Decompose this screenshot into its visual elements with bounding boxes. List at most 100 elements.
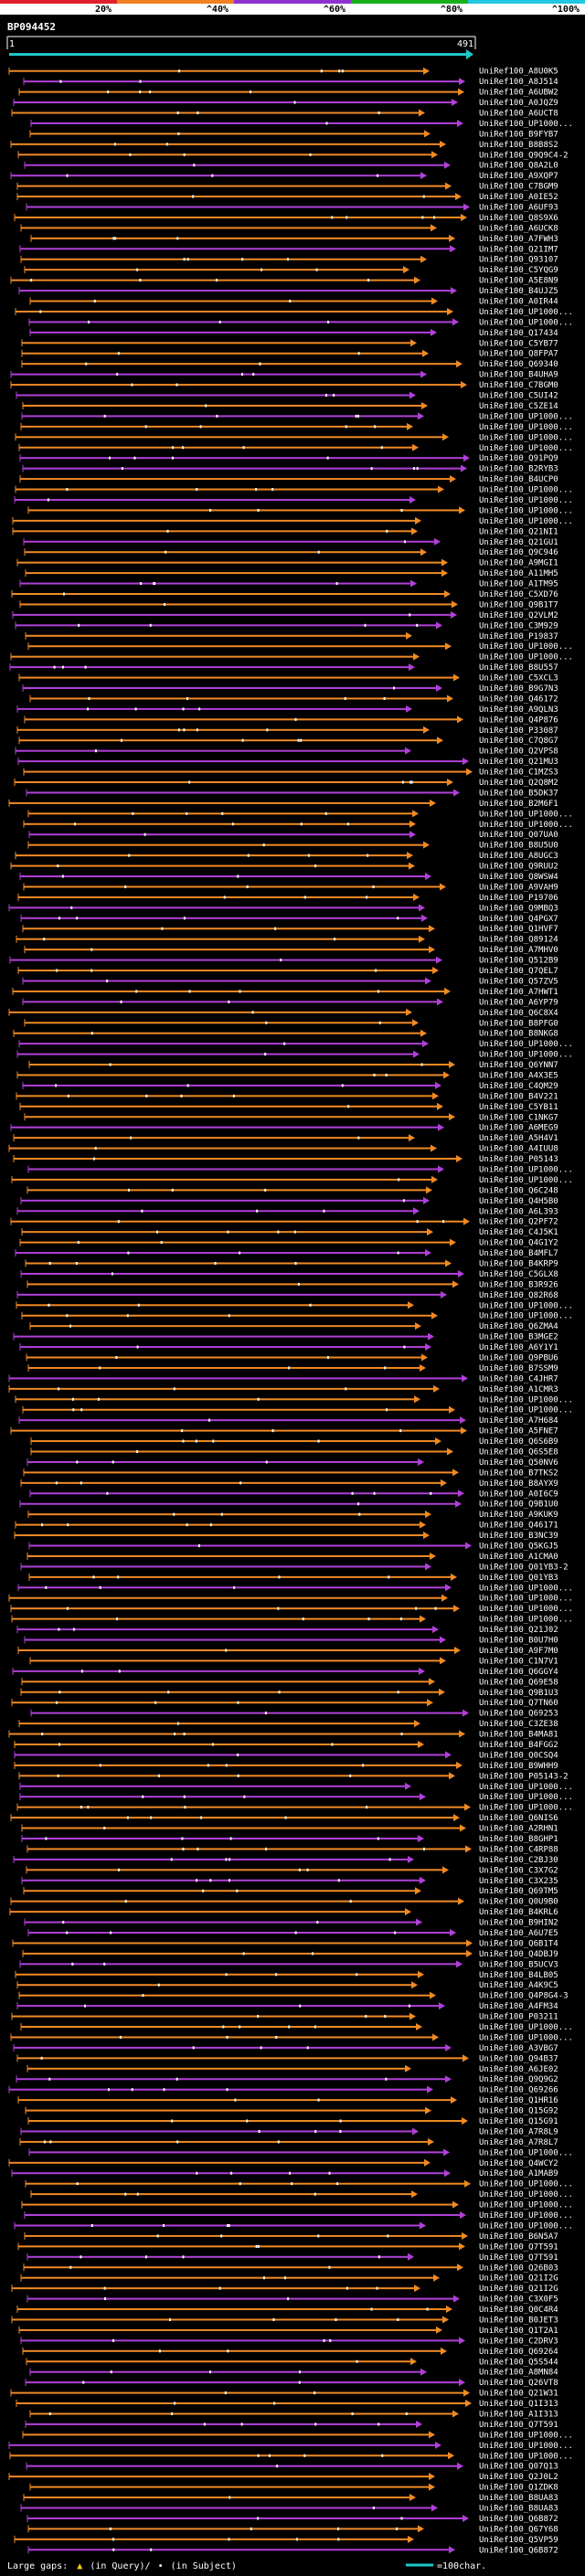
- hit-row[interactable]: UniRef100_Q6S5E8: [30, 1447, 558, 1458]
- hit-row[interactable]: UniRef100_Q6GGY4: [12, 1667, 558, 1677]
- hit-label[interactable]: UniRef100_UP1000...: [479, 1165, 573, 1174]
- hit-label[interactable]: UniRef100_C3X235: [479, 1877, 558, 1886]
- hit-label[interactable]: UniRef100_Q2VPS8: [479, 747, 558, 757]
- hit-label[interactable]: UniRef100_A8MN84: [479, 2369, 558, 2378]
- hit-label[interactable]: UniRef100_UP1000...: [479, 1040, 573, 1049]
- hit-label[interactable]: UniRef100_UP1000...: [479, 2023, 573, 2032]
- hit-row[interactable]: UniRef100_UP1000...: [20, 2023, 573, 2032]
- hit-label[interactable]: UniRef100_C5GLX8: [479, 1270, 558, 1279]
- hit-label[interactable]: UniRef100_Q91PQ9: [479, 454, 558, 463]
- hit-label[interactable]: UniRef100_Q512B9: [479, 957, 558, 966]
- hit-label[interactable]: UniRef100_Q21W31: [479, 2390, 558, 2399]
- hit-label[interactable]: UniRef100_B9G7N3: [479, 684, 558, 694]
- hit-row[interactable]: UniRef100_UP1000...: [30, 119, 573, 129]
- hit-row[interactable]: UniRef100_C5XCL3: [18, 673, 558, 684]
- hit-label[interactable]: UniRef100_Q07Q13: [479, 2463, 558, 2472]
- hit-row[interactable]: UniRef100_C3ZE38: [18, 1720, 558, 1729]
- hit-label[interactable]: UniRef100_Q5KGJ5: [479, 1542, 558, 1552]
- hit-label[interactable]: UniRef100_Q1I313: [479, 2400, 558, 2409]
- hit-row[interactable]: UniRef100_Q5KGJ5: [28, 1542, 558, 1552]
- hit-label[interactable]: UniRef100_Q1HVF7: [479, 925, 558, 934]
- hit-label[interactable]: UniRef100_A7H684: [479, 1416, 558, 1426]
- hit-row[interactable]: UniRef100_Q6B872: [27, 2546, 558, 2555]
- hit-label[interactable]: UniRef100_Q94B37: [479, 2054, 558, 2063]
- hit-row[interactable]: UniRef100_Q21IM7: [19, 245, 558, 254]
- hit-label[interactable]: UniRef100_Q69TM5: [479, 1887, 558, 1896]
- hit-label[interactable]: UniRef100_A6YP79: [479, 998, 558, 1007]
- hit-row[interactable]: UniRef100_Q5VP59: [14, 2535, 558, 2545]
- hit-label[interactable]: UniRef100_A9XQP7: [479, 172, 558, 181]
- hit-label[interactable]: UniRef100_Q82R68: [479, 1291, 558, 1300]
- hit-row[interactable]: UniRef100_Q4PGX7: [20, 914, 558, 924]
- hit-label[interactable]: UniRef100_UP1000...: [479, 1584, 573, 1593]
- hit-row[interactable]: UniRef100_A4X3E5: [16, 1071, 558, 1080]
- hit-row[interactable]: UniRef100_A4K9C5: [16, 1981, 558, 1990]
- hit-label[interactable]: UniRef100_B4UHA9: [479, 371, 558, 380]
- hit-row[interactable]: UniRef100_C1MZS3: [23, 768, 558, 778]
- hit-label[interactable]: UniRef100_Q6B872: [479, 2515, 558, 2524]
- hit-row[interactable]: UniRef100_B2RYB3: [22, 465, 558, 474]
- hit-label[interactable]: UniRef100_B4MFL7: [479, 1249, 558, 1258]
- hit-label[interactable]: UniRef100_B8U557: [479, 663, 558, 673]
- hit-label[interactable]: UniRef100_A1TM95: [479, 580, 558, 589]
- hit-row[interactable]: UniRef100_UP1000...: [12, 516, 573, 526]
- hit-row[interactable]: UniRef100_A6Y1Y1: [19, 1343, 558, 1352]
- hit-label[interactable]: UniRef100_C5XCL3: [479, 674, 558, 684]
- hit-row[interactable]: UniRef100_Q9MBQ3: [8, 904, 558, 913]
- hit-label[interactable]: UniRef100_C7Q8G7: [479, 737, 558, 746]
- hit-row[interactable]: UniRef100_A9XQP7: [10, 172, 558, 181]
- hit-row[interactable]: UniRef100_Q21J02: [16, 1626, 558, 1635]
- hit-label[interactable]: UniRef100_A8UGC3: [479, 852, 558, 861]
- hit-row[interactable]: UniRef100_UP1000...: [25, 2179, 573, 2189]
- hit-label[interactable]: UniRef100_C4RP88: [479, 1845, 558, 1854]
- hit-label[interactable]: UniRef100_UP1000...: [479, 1301, 573, 1310]
- hit-label[interactable]: UniRef100_UP1000...: [479, 2221, 573, 2231]
- hit-row[interactable]: UniRef100_B4V221: [16, 1092, 558, 1101]
- hit-label[interactable]: UniRef100_Q2PF72: [479, 1218, 558, 1227]
- hit-label[interactable]: UniRef100_UP1000...: [479, 1616, 573, 1625]
- hit-row[interactable]: UniRef100_Q5S544: [26, 2358, 558, 2367]
- hit-label[interactable]: UniRef100_Q21I2G: [479, 2284, 558, 2294]
- hit-label[interactable]: UniRef100_UP1000...: [479, 1176, 573, 1185]
- hit-row[interactable]: UniRef100_A8U0K5: [8, 67, 558, 77]
- hit-label[interactable]: UniRef100_B8AYX9: [479, 1479, 558, 1489]
- hit-label[interactable]: UniRef100_Q9Q9G2: [479, 2075, 558, 2084]
- hit-row[interactable]: UniRef100_A9MGI1: [16, 558, 558, 568]
- hit-row[interactable]: UniRef100_Q9B1T7: [19, 600, 558, 610]
- hit-label[interactable]: UniRef100_B8UA83: [479, 2494, 558, 2503]
- hit-label[interactable]: UniRef100_C3X0F5: [479, 2295, 558, 2305]
- hit-label[interactable]: UniRef100_UP1000...: [479, 444, 573, 453]
- hit-row[interactable]: UniRef100_UP1000...: [11, 1175, 573, 1185]
- hit-label[interactable]: UniRef100_Q7QEL7: [479, 967, 558, 976]
- hit-row[interactable]: UniRef100_UP1000...: [14, 495, 573, 505]
- hit-row[interactable]: UniRef100_Q46171: [15, 1521, 558, 1531]
- hit-label[interactable]: UniRef100_Q2VLM2: [479, 611, 558, 620]
- hit-row[interactable]: UniRef100_Q69264: [22, 2347, 558, 2357]
- hit-row[interactable]: UniRef100_A9VAH9: [23, 883, 558, 892]
- hit-label[interactable]: UniRef100_UP1000...: [479, 2033, 573, 2042]
- hit-label[interactable]: UniRef100_B4KRL6: [479, 1908, 558, 1917]
- hit-row[interactable]: UniRef100_A6U7E5: [27, 1929, 558, 1938]
- hit-row[interactable]: UniRef100_B7SSM9: [27, 1363, 558, 1373]
- hit-row[interactable]: UniRef100_UP1000...: [9, 2452, 573, 2461]
- hit-row[interactable]: UniRef100_C5XD76: [11, 589, 558, 599]
- hit-row[interactable]: UniRef100_UP1000...: [27, 1165, 573, 1174]
- hit-label[interactable]: UniRef100_Q57ZV5: [479, 977, 558, 986]
- hit-row[interactable]: UniRef100_C5UI42: [16, 391, 558, 401]
- hit-label[interactable]: UniRef100_Q8A2L0: [479, 162, 558, 171]
- hit-row[interactable]: UniRef100_Q6NIS6: [10, 1814, 558, 1823]
- hit-row[interactable]: UniRef100_A7HWT1: [12, 987, 558, 997]
- hit-label[interactable]: UniRef100_UP1000...: [479, 2148, 573, 2157]
- hit-label[interactable]: UniRef100_C4J5K1: [479, 1228, 558, 1237]
- hit-label[interactable]: UniRef100_C2BJ30: [479, 1856, 558, 1865]
- hit-row[interactable]: UniRef100_Q82R68: [16, 1290, 558, 1300]
- hit-row[interactable]: UniRef100_Q15G92: [25, 2106, 558, 2116]
- hit-row[interactable]: UniRef100_UP1000...: [19, 1793, 573, 1802]
- hit-row[interactable]: UniRef100_Q46172: [29, 694, 558, 704]
- hit-row[interactable]: UniRef100_B8PFG0: [24, 1019, 558, 1028]
- hit-label[interactable]: UniRef100_Q89124: [479, 936, 558, 945]
- hit-label[interactable]: UniRef100_Q9C946: [479, 548, 558, 557]
- hit-row[interactable]: UniRef100_A6UCT8: [11, 109, 558, 119]
- hit-row[interactable]: UniRef100_A7FWH3: [30, 234, 558, 244]
- hit-label[interactable]: UniRef100_A0IE52: [479, 193, 558, 202]
